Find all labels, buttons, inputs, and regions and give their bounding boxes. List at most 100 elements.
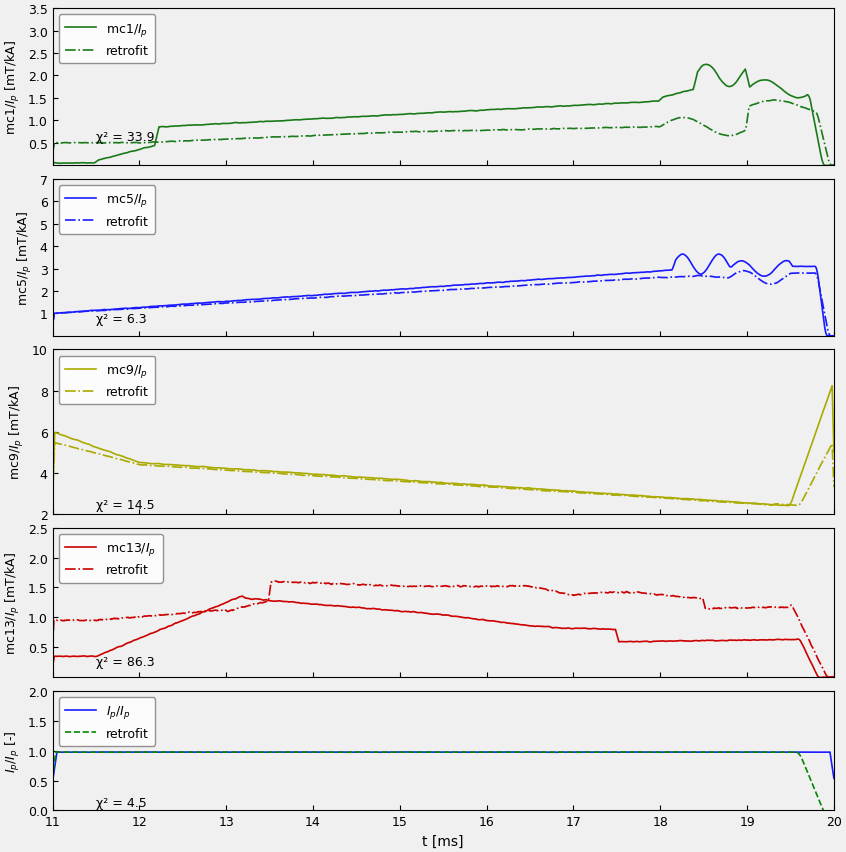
$I_p$/$I_p$ — [678, 747, 689, 757]
mc13/$I_p$ — [237, 591, 247, 602]
retrofit — [739, 266, 749, 276]
retrofit — [828, 161, 838, 171]
Y-axis label: mc9/$I_p$ [mT/kA]: mc9/$I_p$ [mT/kA] — [8, 384, 26, 480]
Line: $I_p$/$I_p$: $I_p$/$I_p$ — [52, 752, 834, 781]
retrofit — [581, 747, 591, 757]
Line: mc5/$I_p$: mc5/$I_p$ — [52, 255, 834, 337]
$I_p$/$I_p$ — [214, 747, 224, 757]
mc9/$I_p$ — [92, 443, 102, 453]
retrofit — [581, 589, 591, 599]
Text: χ² = 33.9: χ² = 33.9 — [96, 131, 155, 144]
mc9/$I_p$ — [783, 501, 794, 511]
mc13/$I_p$ — [47, 662, 58, 672]
retrofit — [371, 290, 381, 300]
mc1/$I_p$ — [581, 101, 591, 111]
Line: mc1/$I_p$: mc1/$I_p$ — [52, 66, 834, 166]
mc1/$I_p$ — [829, 161, 839, 171]
Y-axis label: $I_p$/$I_p$ [-]: $I_p$/$I_p$ [-] — [4, 729, 22, 772]
retrofit — [214, 747, 224, 757]
retrofit — [826, 331, 836, 342]
retrofit — [371, 747, 381, 757]
retrofit — [366, 579, 376, 590]
retrofit — [214, 299, 224, 309]
Text: χ² = 86.3: χ² = 86.3 — [96, 655, 155, 668]
Legend: mc9/$I_p$, retrofit: mc9/$I_p$, retrofit — [59, 356, 156, 405]
retrofit — [214, 135, 224, 146]
retrofit — [366, 129, 376, 139]
retrofit — [47, 150, 58, 160]
Line: retrofit: retrofit — [52, 443, 834, 506]
$I_p$/$I_p$ — [829, 774, 839, 784]
Text: χ² = 4.5: χ² = 4.5 — [96, 796, 146, 809]
retrofit — [371, 580, 381, 590]
mc13/$I_p$ — [366, 604, 376, 614]
mc13/$I_p$ — [340, 602, 350, 612]
Legend: mc13/$I_p$, retrofit: mc13/$I_p$, retrofit — [59, 534, 162, 583]
retrofit — [92, 615, 102, 625]
mc9/$I_p$ — [366, 473, 376, 483]
mc13/$I_p$ — [214, 601, 224, 611]
retrofit — [829, 331, 839, 342]
mc5/$I_p$ — [714, 250, 724, 260]
Line: retrofit: retrofit — [52, 101, 834, 166]
retrofit — [581, 488, 591, 498]
mc1/$I_p$ — [820, 161, 830, 171]
mc13/$I_p$ — [581, 624, 591, 634]
mc9/$I_p$ — [581, 487, 591, 498]
mc5/$I_p$ — [371, 286, 381, 296]
retrofit — [794, 501, 804, 511]
retrofit — [768, 95, 778, 106]
retrofit — [215, 465, 225, 475]
Y-axis label: mc5/$I_p$ [mT/kA]: mc5/$I_p$ [mT/kA] — [16, 210, 34, 306]
Text: χ² = 14.5: χ² = 14.5 — [96, 498, 155, 511]
mc1/$I_p$ — [214, 119, 224, 130]
retrofit — [50, 438, 60, 448]
Line: retrofit: retrofit — [52, 271, 834, 337]
mc5/$I_p$ — [829, 331, 839, 342]
mc5/$I_p$ — [366, 287, 376, 297]
mc5/$I_p$ — [214, 297, 224, 308]
retrofit — [92, 138, 102, 148]
retrofit — [340, 473, 350, 483]
retrofit — [371, 129, 381, 139]
mc9/$I_p$ — [827, 381, 838, 391]
$I_p$/$I_p$ — [340, 747, 350, 757]
retrofit — [214, 606, 224, 616]
retrofit — [340, 579, 350, 590]
retrofit — [366, 747, 376, 757]
mc13/$I_p$ — [829, 672, 839, 682]
Line: mc9/$I_p$: mc9/$I_p$ — [52, 386, 834, 506]
retrofit — [366, 290, 376, 300]
retrofit — [340, 130, 350, 140]
retrofit — [826, 823, 836, 833]
mc1/$I_p$ — [371, 112, 381, 122]
mc13/$I_p$ — [371, 604, 381, 614]
mc13/$I_p$ — [815, 672, 825, 682]
Line: retrofit: retrofit — [52, 581, 834, 677]
$I_p$/$I_p$ — [371, 747, 381, 757]
mc9/$I_p$ — [47, 489, 58, 499]
retrofit — [581, 278, 591, 288]
Legend: mc5/$I_p$, retrofit: mc5/$I_p$, retrofit — [59, 186, 156, 234]
retrofit — [271, 576, 281, 586]
Y-axis label: mc13/$I_p$ [mT/kA]: mc13/$I_p$ [mT/kA] — [4, 551, 22, 654]
X-axis label: t [ms]: t [ms] — [422, 834, 464, 848]
retrofit — [47, 774, 58, 785]
mc13/$I_p$ — [92, 651, 102, 661]
Line: retrofit: retrofit — [52, 752, 834, 828]
retrofit — [92, 306, 102, 316]
mc1/$I_p$ — [366, 112, 376, 122]
$I_p$/$I_p$ — [581, 747, 591, 757]
retrofit — [581, 124, 591, 135]
mc1/$I_p$ — [92, 157, 102, 167]
retrofit — [366, 475, 376, 485]
mc1/$I_p$ — [47, 159, 58, 170]
retrofit — [47, 320, 58, 331]
retrofit — [340, 747, 350, 757]
retrofit — [829, 482, 839, 492]
retrofit — [829, 161, 839, 171]
retrofit — [47, 644, 58, 654]
retrofit — [340, 291, 350, 302]
mc9/$I_p$ — [829, 447, 839, 458]
Legend: $I_p$/$I_p$, retrofit: $I_p$/$I_p$, retrofit — [59, 697, 156, 746]
